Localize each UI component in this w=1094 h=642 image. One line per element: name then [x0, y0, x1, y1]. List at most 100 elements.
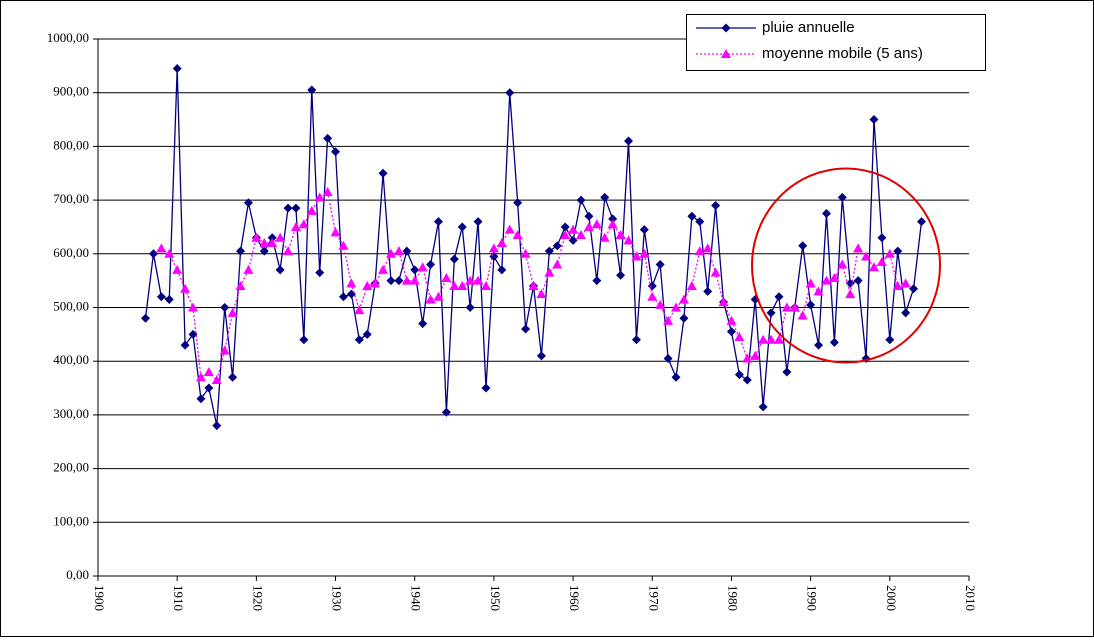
y-tick-label: 700,00	[53, 191, 89, 206]
point	[599, 232, 610, 242]
point	[726, 315, 737, 325]
point	[631, 251, 642, 261]
legend-label: moyenne mobile (5 ans)	[762, 45, 923, 62]
point	[774, 292, 784, 302]
point	[314, 192, 325, 202]
point	[552, 259, 563, 269]
point	[362, 281, 373, 291]
point	[512, 230, 523, 240]
point	[624, 136, 634, 146]
point	[433, 291, 444, 301]
point	[504, 224, 515, 234]
point	[211, 374, 222, 384]
point	[721, 49, 731, 58]
point	[813, 286, 824, 296]
point	[409, 275, 420, 285]
point	[204, 383, 214, 393]
point	[473, 275, 484, 285]
point	[426, 260, 436, 270]
point	[584, 211, 594, 221]
point	[615, 230, 626, 240]
point	[283, 203, 293, 213]
point	[449, 254, 459, 264]
point	[686, 281, 697, 291]
point	[885, 335, 895, 345]
point	[734, 370, 744, 380]
point	[576, 230, 587, 240]
point	[536, 289, 547, 299]
point	[441, 272, 452, 282]
point	[552, 241, 562, 251]
y-tick-label: 600,00	[53, 245, 89, 260]
point	[362, 329, 372, 339]
point	[338, 240, 349, 250]
point	[789, 302, 800, 312]
legend-box	[686, 14, 986, 71]
point	[141, 313, 151, 323]
point	[521, 324, 531, 334]
x-tick-label: 1910	[171, 585, 186, 611]
x-tick-label: 1920	[250, 585, 265, 611]
point	[608, 214, 618, 224]
point	[798, 241, 808, 251]
point	[251, 232, 262, 242]
point	[837, 192, 847, 202]
point	[766, 334, 777, 344]
point	[647, 281, 657, 291]
x-tick-label: 1940	[409, 585, 424, 611]
point	[592, 276, 602, 286]
point	[853, 276, 863, 286]
point	[401, 275, 412, 285]
x-tick-label: 1900	[92, 585, 107, 611]
point	[876, 256, 887, 266]
point	[900, 278, 911, 288]
legend: pluie annuelle moyenne mobile (5 ans)	[686, 14, 986, 71]
point	[528, 281, 539, 291]
point	[892, 281, 903, 291]
point	[726, 327, 736, 337]
point	[544, 246, 554, 256]
point	[583, 221, 594, 231]
point	[758, 402, 768, 412]
point	[299, 335, 309, 345]
legend-label: pluie annuelle	[762, 19, 855, 36]
point	[678, 294, 689, 304]
point	[781, 302, 792, 312]
point	[457, 222, 467, 232]
point	[465, 275, 476, 285]
point	[687, 211, 697, 221]
point	[425, 294, 436, 304]
y-tick-label: 400,00	[53, 352, 89, 367]
y-tick-label: 1000,00	[47, 30, 89, 45]
y-tick-label: 0,00	[66, 567, 89, 582]
point	[188, 302, 199, 312]
point	[829, 337, 839, 347]
point	[259, 238, 270, 248]
point	[560, 222, 570, 232]
point	[227, 307, 238, 317]
point	[710, 267, 721, 277]
point	[711, 200, 721, 210]
point	[869, 115, 879, 125]
point	[298, 219, 309, 229]
point	[718, 297, 729, 307]
point	[742, 353, 753, 363]
point	[655, 260, 665, 270]
point	[354, 305, 365, 315]
point	[901, 308, 911, 318]
point	[837, 259, 848, 269]
point	[330, 227, 341, 237]
point	[386, 276, 396, 286]
point	[845, 289, 856, 299]
point	[259, 246, 269, 256]
x-tick-label: 1990	[805, 585, 820, 611]
point	[742, 375, 752, 385]
point	[418, 319, 428, 329]
y-tick-label: 200,00	[53, 460, 89, 475]
point	[702, 243, 713, 253]
point	[861, 251, 872, 261]
point	[219, 345, 230, 355]
point	[576, 195, 586, 205]
point	[868, 262, 879, 272]
